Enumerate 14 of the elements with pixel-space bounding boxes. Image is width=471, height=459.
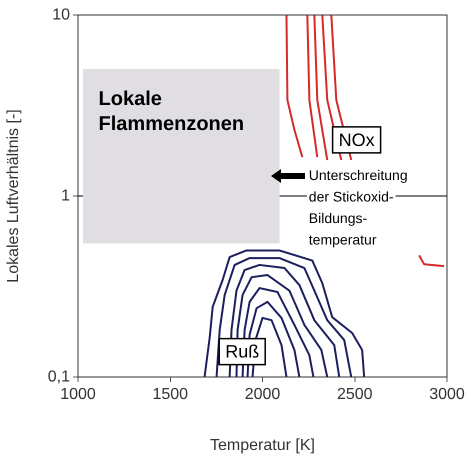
series-label: Lokale Flammenzonen bbox=[98, 88, 244, 135]
x-axis-title: Temperatur [K] bbox=[210, 436, 315, 454]
y-tick-label: 10 bbox=[52, 6, 70, 24]
annotation: NOx bbox=[338, 130, 375, 150]
annotation: Ruß bbox=[225, 342, 260, 362]
annotation: Unterschreitung der Stickoxid- Bildungs- temperatur bbox=[308, 166, 408, 248]
x-tick-label: 3000 bbox=[429, 386, 465, 404]
x-tick-label: 1500 bbox=[152, 386, 188, 404]
x-tick-label: 2500 bbox=[336, 386, 373, 404]
y-tick-label: 1 bbox=[61, 187, 70, 204]
x-tick-label: 2000 bbox=[244, 386, 280, 404]
y-axis-title: Lokales Luftverhältnis [-] bbox=[5, 109, 22, 283]
y-tick-label: 0,1 bbox=[48, 368, 70, 386]
x-tick-label: 1000 bbox=[60, 386, 96, 404]
